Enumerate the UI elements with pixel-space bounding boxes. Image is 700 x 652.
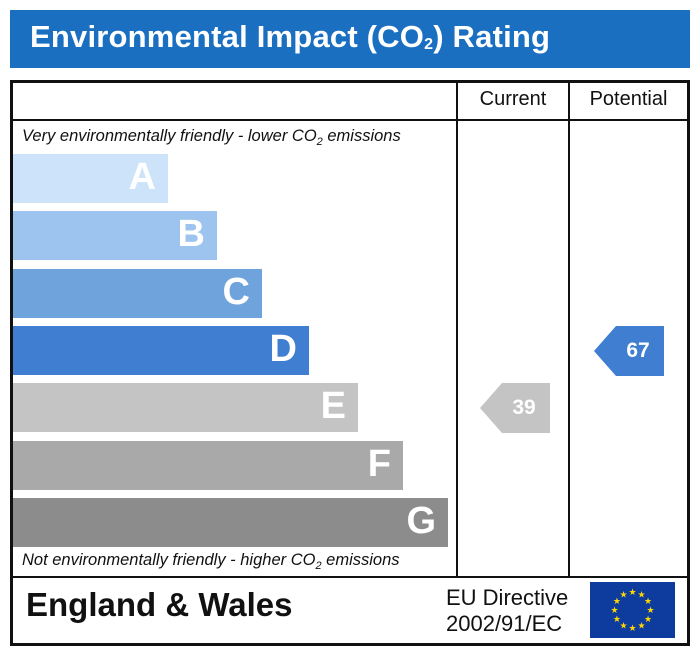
band-letter: E <box>320 385 346 428</box>
band-c: C <box>13 268 262 318</box>
eu-star-icon: ★ <box>628 623 636 633</box>
header-row-divider <box>10 119 690 121</box>
band-letter: F <box>367 442 391 485</box>
eu-star-icon: ★ <box>646 605 654 615</box>
column-potential: Potential <box>589 88 668 110</box>
eu-star-icon: ★ <box>613 614 621 624</box>
eu-directive-line2: 2002/91/EC <box>446 611 563 636</box>
potential-arrow-shape <box>594 325 664 376</box>
current-arrow-shape <box>480 383 550 434</box>
band-e: E <box>13 383 358 433</box>
eu-star-icon: ★ <box>619 589 627 599</box>
band-letter: G <box>406 499 436 542</box>
eu-star-icon: ★ <box>637 589 645 599</box>
eu-star-icon: ★ <box>613 596 621 606</box>
band-b: B <box>13 211 217 261</box>
eu-directive: EU Directive 2002/91/EC <box>446 585 568 637</box>
region-label: England & Wales <box>26 586 293 623</box>
band-letter: C <box>222 270 250 313</box>
eu-star-icon: ★ <box>637 621 645 631</box>
eu-flag-icon: ★ ★ ★ ★ ★ ★ ★ ★ ★ ★ ★ ★ <box>590 582 675 638</box>
eu-directive-line1: EU Directive <box>446 585 569 610</box>
band-letter: A <box>128 156 156 198</box>
band-g: G <box>13 497 448 547</box>
band-letter: D <box>269 327 297 370</box>
eu-star-icon: ★ <box>628 587 636 597</box>
note-top: Very environmentally friendly - lower CO… <box>22 127 401 148</box>
eu-star-icon: ★ <box>610 605 618 615</box>
current-rating-value: 39 <box>512 396 536 420</box>
rating-frame <box>10 80 690 646</box>
band-f: F <box>13 440 403 490</box>
eu-stars-icon: ★ ★★★★★★★★★★★ <box>610 587 654 633</box>
header-bar: Environmental Impact (CO2) Rating <box>10 10 690 68</box>
eu-star-icon: ★ <box>644 614 652 624</box>
divider-potential <box>568 80 570 578</box>
footer-divider <box>10 576 690 578</box>
column-current: Current <box>479 88 547 110</box>
band-a: A <box>13 154 168 203</box>
eu-star-icon: ★ <box>644 596 652 606</box>
eu-star-icon: ★ <box>619 621 627 631</box>
divider-current <box>456 80 458 578</box>
band-d: D <box>13 325 309 375</box>
potential-rating-value: 67 <box>626 338 650 362</box>
band-letter: B <box>177 213 205 256</box>
note-bottom: Not environmentally friendly - higher CO… <box>22 551 400 572</box>
page-title: Environmental Impact (CO2) Rating <box>30 19 551 54</box>
